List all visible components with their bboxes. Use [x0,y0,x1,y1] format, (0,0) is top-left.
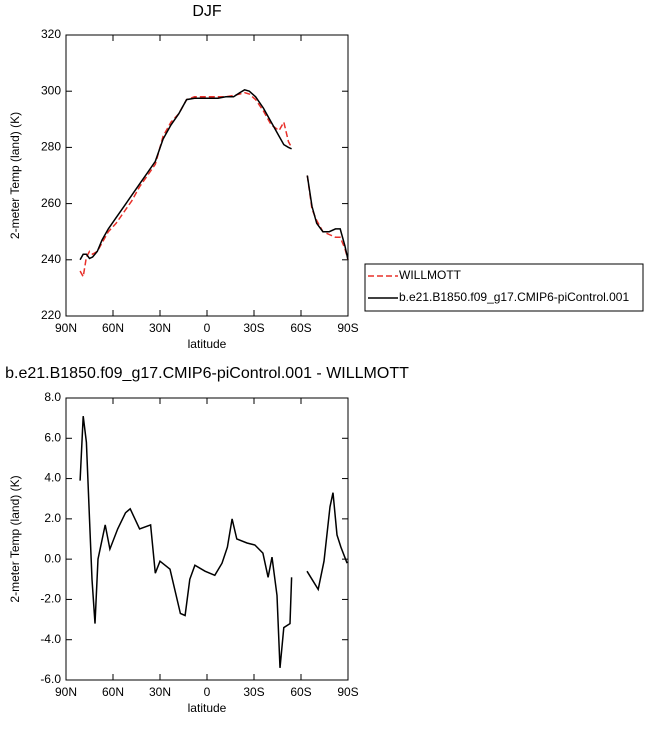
data-line [79,416,348,668]
x-axis-label: latitude [188,701,227,715]
y-tick-label: 320 [41,27,61,41]
chart-title: b.e21.B1850.f09_g17.CMIP6-piControl.001 … [5,365,409,382]
x-tick-label: 90S [337,685,358,699]
legend: WILLMOTT b.e21.B1850.f09_g17.CMIP6-piCont… [364,263,644,312]
y-tick-label: 280 [41,140,61,154]
x-tick-label: 0 [204,321,211,335]
y-tick-label: -6.0 [40,672,61,686]
x-tick-label: 30N [149,321,171,335]
y-tick-label: 0.0 [44,551,61,565]
y-tick-label: 240 [41,252,61,266]
y-tick-label: 260 [41,196,61,210]
x-tick-label: 90N [55,685,77,699]
x-tick-label: 90S [337,321,358,335]
plot-frame [65,34,349,317]
x-tick-label: 30N [149,685,171,699]
y-axis-label: 2-meter Temp (land) (K) [8,475,22,602]
x-tick-label: 60N [102,321,124,335]
x-tick-label: 90N [55,321,77,335]
legend-box [364,263,644,312]
y-tick-label: 300 [41,83,61,97]
x-tick-label: 0 [204,685,211,699]
x-tick-label: 30S [243,685,264,699]
y-tick-label: 4.0 [44,471,61,485]
x-tick-label: 60S [290,685,311,699]
x-tick-label: 60N [102,685,124,699]
data-line [79,91,349,279]
y-tick-label: 6.0 [44,430,61,444]
y-tick-label: -4.0 [40,632,61,646]
data-line [79,88,349,261]
y-axis-label: 2-meter Temp (land) (K) [8,112,22,239]
y-tick-label: 8.0 [44,390,61,404]
y-tick-label: 220 [41,308,61,322]
x-tick-label: 30S [243,321,264,335]
x-tick-label: 60S [290,321,311,335]
legend-label: b.e21.B1850.f09_g17.CMIP6-piControl.001 [399,290,629,304]
legend-label: WILLMOTT [399,268,462,282]
y-tick-label: 2.0 [44,511,61,525]
x-axis-label: latitude [188,337,227,351]
y-tick-label: -2.0 [40,592,61,606]
chart-title: DJF [192,3,222,20]
